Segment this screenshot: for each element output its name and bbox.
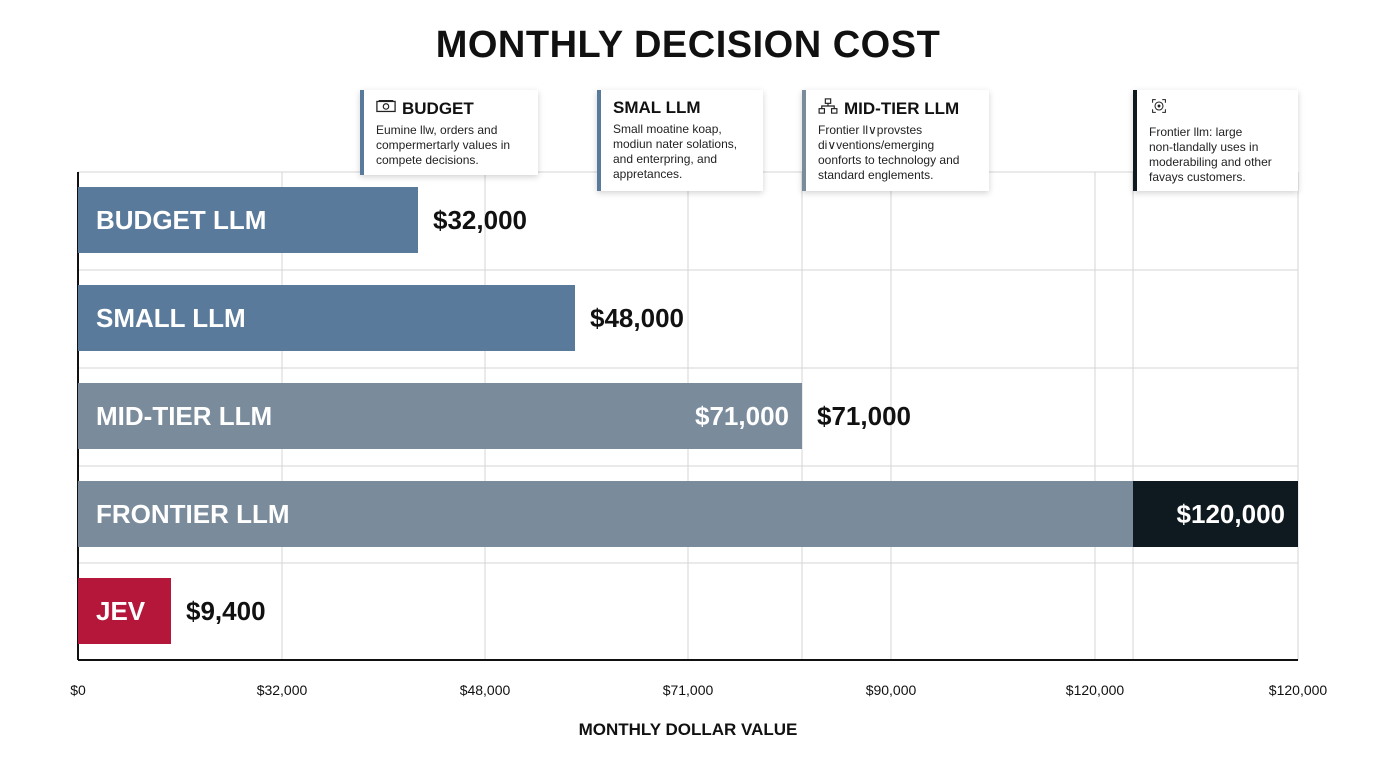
card-title: SMAL LLM xyxy=(613,98,701,117)
card-header xyxy=(1149,98,1288,119)
annotation-card: BUDGET Eumine llw, orders and compermertar… xyxy=(360,90,538,175)
bar-value-label: $32,000 xyxy=(433,205,527,235)
bar-value-label: $9,400 xyxy=(186,596,266,626)
card-description-line: modiun nater solations, xyxy=(613,137,738,151)
card-description-line: non-tlandally uses in xyxy=(1149,140,1259,154)
card-description-line: and enterpring, and xyxy=(613,152,718,166)
bar-inner-value-label: $71,000 xyxy=(695,401,789,431)
card-description: Eumine llw, orders and compermertarly val… xyxy=(376,123,528,168)
card-description-line: Frontier ll∨provstes xyxy=(818,123,923,137)
card-description-line: compete decisions. xyxy=(376,153,479,167)
card-header: MID-TIER LLM xyxy=(818,98,979,119)
card-description: Frontier llm: large non-tlandally uses in… xyxy=(1149,125,1288,185)
x-tick-label: $32,000 xyxy=(257,682,308,698)
bar xyxy=(78,481,1298,547)
x-tick-label: $120,000 xyxy=(1066,682,1125,698)
bar-category-label: MID-TIER LLM xyxy=(96,401,272,431)
x-tick-label: $120,000 xyxy=(1269,682,1328,698)
card-description-line: standard englements. xyxy=(818,168,934,182)
card-header: SMAL LLM xyxy=(613,98,753,118)
card-description-line: appretances. xyxy=(613,167,683,181)
bar xyxy=(78,578,171,644)
annotation-card: Frontier llm: large non-tlandally uses in… xyxy=(1133,90,1298,191)
target-icon xyxy=(1149,98,1169,119)
x-tick-label: $71,000 xyxy=(663,682,714,698)
x-tick-label: $48,000 xyxy=(460,682,511,698)
card-description-line: moderabiling and other xyxy=(1149,155,1272,169)
bar xyxy=(78,285,575,351)
x-tick-label: $0 xyxy=(70,682,86,698)
card-description-line: oonforts to technology and xyxy=(818,153,960,167)
card-description-line: di∨ventions/emerging xyxy=(818,138,935,152)
card-description-line: Frontier llm: large xyxy=(1149,125,1243,139)
x-tick-label: $90,000 xyxy=(866,682,917,698)
card-description-line: compermertarly values in xyxy=(376,138,511,152)
bar-category-label: BUDGET LLM xyxy=(96,205,266,235)
bar-category-label: SMALL LLM xyxy=(96,303,246,333)
card-description-line: Eumine llw, orders and xyxy=(376,123,498,137)
card-description: Frontier ll∨provstes di∨ventions/emerging… xyxy=(818,123,979,183)
bar-value-label: $71,000 xyxy=(817,401,911,431)
money-icon xyxy=(376,98,396,119)
card-title: BUDGET xyxy=(402,98,474,118)
bar-category-label: JEV xyxy=(96,596,146,626)
card-description-line: favays customers. xyxy=(1149,170,1246,184)
card-header: BUDGET xyxy=(376,98,528,119)
bar-category-label: FRONTIER LLM xyxy=(96,499,290,529)
chart-title: MONTHLY DECISION COST xyxy=(435,24,941,66)
x-axis-label: MONTHLY DOLLAR VALUE xyxy=(578,720,798,739)
bar xyxy=(78,187,418,253)
hierarchy-icon xyxy=(818,98,838,119)
card-title: MID-TIER LLM xyxy=(844,98,960,118)
annotation-card: MID-TIER LLM Frontier ll∨provstes di∨venti… xyxy=(802,90,989,191)
bar-value-label: $48,000 xyxy=(590,303,684,333)
bar-inner-value-label: $120,000 xyxy=(1177,499,1285,529)
bar-highlight-segment xyxy=(1133,481,1298,547)
annotation-card: SMAL LLM Small moatine koap, modiun nater … xyxy=(597,90,763,191)
card-description-line: Small moatine koap, xyxy=(613,122,722,136)
card-description: Small moatine koap, modiun nater solation… xyxy=(613,122,753,182)
bar xyxy=(78,383,802,449)
